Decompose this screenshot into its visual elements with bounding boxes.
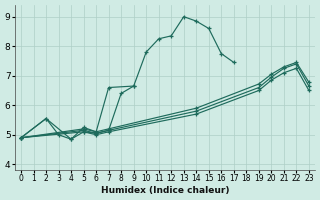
X-axis label: Humidex (Indice chaleur): Humidex (Indice chaleur) <box>101 186 229 195</box>
